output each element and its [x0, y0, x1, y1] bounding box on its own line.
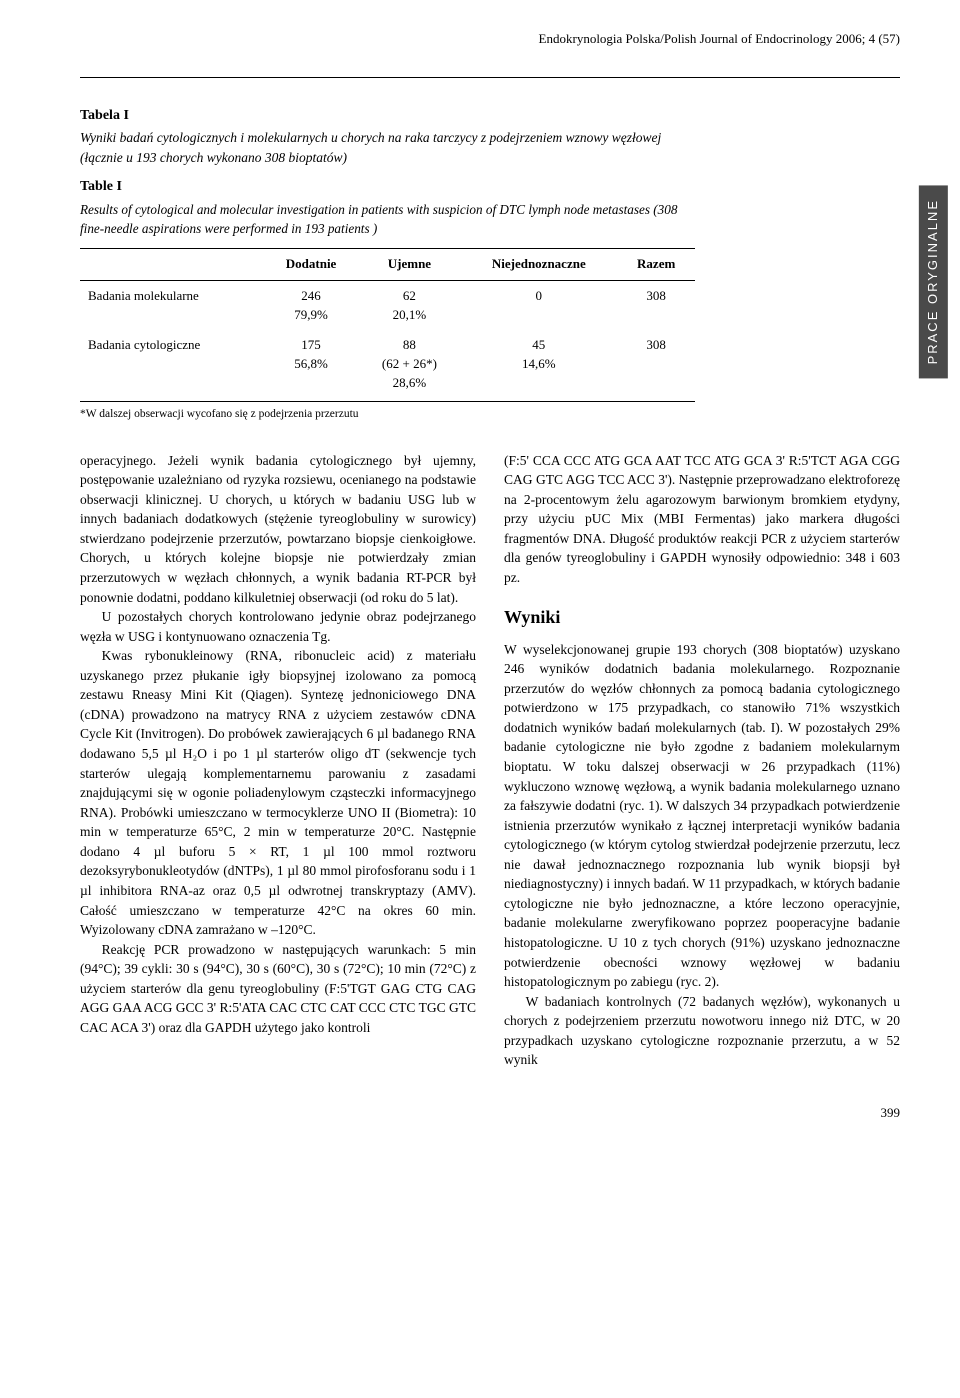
cell: 88(62 + 26*)28,6% [359, 330, 461, 401]
cell: 24679,9% [263, 280, 358, 330]
cell: 308 [617, 280, 695, 330]
paragraph: operacyjnego. Jeżeli wynik badania cytol… [80, 451, 476, 608]
results-table: Dodatnie Ujemne Niejednoznaczne Razem Ba… [80, 248, 695, 402]
paragraph: W badaniach kontrolnych (72 badanych węz… [504, 992, 900, 1070]
table-1: Tabela I Wyniki badań cytologicznych i m… [80, 106, 695, 423]
paragraph: Reakcję PCR prowadzono w następujących w… [80, 940, 476, 1038]
paragraph: Kwas rybonukleinowy (RNA, ribonucleic ac… [80, 646, 476, 939]
table-footnote: *W dalszej obserwacji wycofano się z pod… [80, 406, 695, 423]
cell: 6220,1% [359, 280, 461, 330]
row-label: Badania molekularne [80, 280, 263, 330]
section-heading-wyniki: Wyniki [504, 604, 900, 630]
body-columns: operacyjnego. Jeżeli wynik badania cytol… [80, 451, 900, 1070]
cell: 4514,6% [460, 330, 617, 401]
header-divider [80, 77, 900, 78]
table-label-pl: Tabela I [80, 106, 695, 126]
row-label: Badania cytologiczne [80, 330, 263, 401]
th-niejednoznaczne: Niejednoznaczne [460, 248, 617, 280]
th-dodatnie: Dodatnie [263, 248, 358, 280]
table-label-en: Table I [80, 177, 695, 197]
side-section-label: PRACE ORYGINALNE [919, 185, 948, 378]
th-ujemne: Ujemne [359, 248, 461, 280]
page-number: 399 [80, 1104, 900, 1123]
table-caption-en: Results of cytological and molecular inv… [80, 200, 695, 238]
paragraph: (F:5' CCA CCC ATG GCA AAT TCC ATG GCA 3'… [504, 451, 900, 588]
left-column: operacyjnego. Jeżeli wynik badania cytol… [80, 451, 476, 1070]
th-razem: Razem [617, 248, 695, 280]
table-row: Badania cytologiczne 17556,8% 88(62 + 26… [80, 330, 695, 401]
cell: 0 [460, 280, 617, 330]
journal-header: Endokrynologia Polska/Polish Journal of … [80, 30, 900, 49]
table-row: Badania molekularne 24679,9% 6220,1% 0 3… [80, 280, 695, 330]
paragraph: W wyselekcjonowanej grupie 193 chorych (… [504, 640, 900, 992]
paragraph: U pozostałych chorych kontrolowano jedyn… [80, 607, 476, 646]
table-caption-pl: Wyniki badań cytologicznych i molekularn… [80, 128, 695, 167]
cell: 17556,8% [263, 330, 358, 401]
th-empty [80, 248, 263, 280]
cell: 308 [617, 330, 695, 401]
right-column: (F:5' CCA CCC ATG GCA AAT TCC ATG GCA 3'… [504, 451, 900, 1070]
